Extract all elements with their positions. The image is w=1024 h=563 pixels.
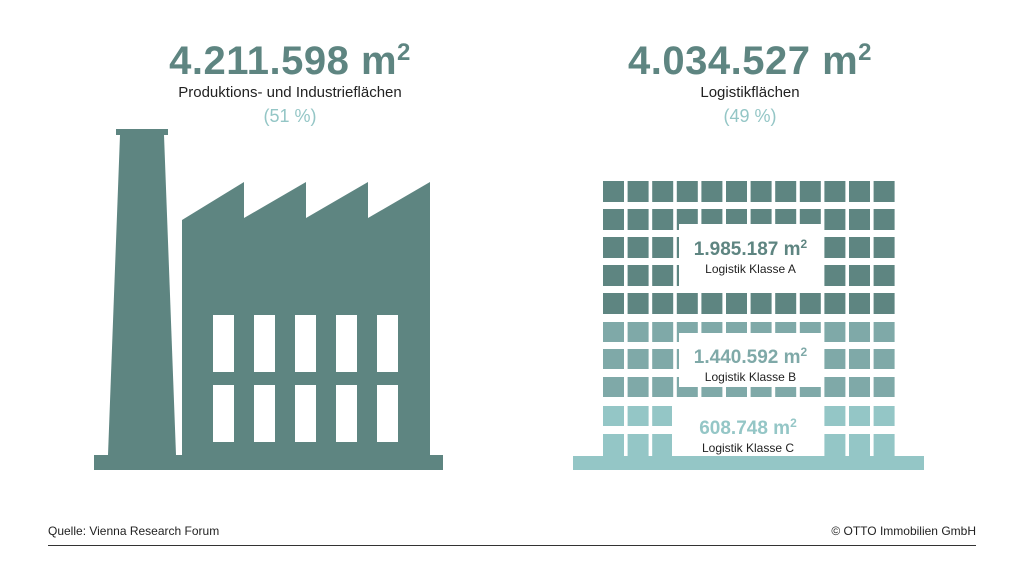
shelf-cell xyxy=(627,434,649,456)
shelf-cell xyxy=(603,349,624,369)
shelf-cell xyxy=(652,181,674,202)
shelf-cell xyxy=(603,265,624,286)
shelf-cell xyxy=(824,293,846,314)
shelf-cell xyxy=(849,406,870,426)
shelf-cell xyxy=(603,434,624,456)
shelf-cell xyxy=(627,322,649,342)
shelf-cell xyxy=(873,181,895,202)
shelf-cell xyxy=(873,265,895,286)
shelf-cell xyxy=(750,181,772,202)
shelf-cell xyxy=(627,377,649,397)
shelf-cell xyxy=(824,434,846,456)
shelf-cell xyxy=(849,265,870,286)
warehouse-base xyxy=(573,456,924,470)
shelf-cell xyxy=(726,293,747,314)
shelf-cell xyxy=(603,209,624,230)
shelf-cell xyxy=(652,293,674,314)
industrial-area-label: Produktions- und Industrieflächen xyxy=(178,84,402,101)
shelf-cell xyxy=(775,293,797,314)
shelf-cell xyxy=(775,181,797,202)
class-c-value: 608.748 m2 xyxy=(699,416,797,439)
shelf-cell xyxy=(824,237,846,258)
shelf-cell xyxy=(824,209,846,230)
shelf-cell xyxy=(652,237,674,258)
shelf-cell xyxy=(849,181,870,202)
shelf-cell xyxy=(849,293,870,314)
industrial-area-value: 4.211.598 m2 xyxy=(169,39,411,83)
industrial-area-percent: (51 %) xyxy=(263,106,317,126)
shelf-cell xyxy=(873,293,895,314)
shelf-cell xyxy=(873,322,895,342)
shelf-cell xyxy=(652,265,674,286)
class-b-value: 1.440.592 m2 xyxy=(693,345,808,368)
shelf-cell xyxy=(652,209,674,230)
class-c-box: 608.748 m2 Logistik Klasse C xyxy=(672,406,824,456)
shelf-cell xyxy=(849,349,870,369)
shelf-cell xyxy=(603,181,624,202)
shelf-cell xyxy=(627,209,649,230)
shelf-cell xyxy=(627,293,649,314)
footer-divider xyxy=(48,545,976,546)
class-a-label: Logistik Klasse A xyxy=(705,262,796,276)
shelf-cell xyxy=(603,293,624,314)
shelf-cell xyxy=(849,209,870,230)
shelf-cell xyxy=(873,406,895,426)
shelf-cell xyxy=(799,181,821,202)
shelf-cell xyxy=(603,377,624,397)
shelf-cell xyxy=(873,434,895,456)
class-b-label: Logistik Klasse B xyxy=(704,370,797,384)
shelf-cell xyxy=(799,293,821,314)
shelf-cell xyxy=(726,181,747,202)
class-a-box: 1.985.187 m2 Logistik Klasse A xyxy=(679,224,822,286)
shelf-cell xyxy=(676,181,698,202)
shelf-cell xyxy=(627,265,649,286)
industrial-stat: 4.211.598 m2 Produktions- und Industrief… xyxy=(80,30,500,128)
shelf-cell xyxy=(652,434,674,456)
shelf-cell xyxy=(849,434,870,456)
shelf-cell xyxy=(652,377,674,397)
copyright-note: © OTTO Immobilien GmbH xyxy=(831,524,976,538)
shelf-cell xyxy=(701,293,723,314)
shelf-cell xyxy=(873,209,895,230)
shelf-cell xyxy=(824,322,846,342)
shelf-cell xyxy=(627,181,649,202)
class-c-label: Logistik Klasse C xyxy=(701,441,795,455)
shelf-cell xyxy=(603,322,624,342)
shelf-cell xyxy=(873,377,895,397)
shelf-cell xyxy=(824,349,846,369)
shelf-cell xyxy=(824,265,846,286)
shelf-cell xyxy=(627,406,649,426)
class-a-value: 1.985.187 m2 xyxy=(693,237,808,260)
shelf-cell xyxy=(849,377,870,397)
logistics-area-value: 4.034.527 m2 xyxy=(628,39,872,83)
warehouse-shelf-grid xyxy=(603,181,895,456)
class-b-box: 1.440.592 m2 Logistik Klasse B xyxy=(679,333,822,387)
shelf-cell xyxy=(676,293,698,314)
shelf-cell xyxy=(627,349,649,369)
shelf-cell xyxy=(824,406,846,426)
logistics-area-label: Logistikflächen xyxy=(700,84,800,101)
shelf-cell xyxy=(652,349,674,369)
shelf-cell xyxy=(603,406,624,426)
shelf-cell xyxy=(873,237,895,258)
shelf-cell xyxy=(701,181,723,202)
shelf-cell xyxy=(824,377,846,397)
logistics-area-percent: (49 %) xyxy=(723,106,777,126)
factory-windows xyxy=(213,315,398,442)
shelf-cell xyxy=(603,237,624,258)
shelf-cell xyxy=(849,237,870,258)
source-note: Quelle: Vienna Research Forum xyxy=(48,524,220,538)
shelf-cell xyxy=(849,322,870,342)
shelf-cell xyxy=(873,349,895,369)
shelf-cell xyxy=(652,322,674,342)
shelf-cell xyxy=(627,237,649,258)
logistics-stat: 4.034.527 m2 Logistikflächen (49 %) xyxy=(540,30,960,128)
shelf-cell xyxy=(824,181,846,202)
shelf-cell xyxy=(750,293,772,314)
shelf-cell xyxy=(652,406,674,426)
